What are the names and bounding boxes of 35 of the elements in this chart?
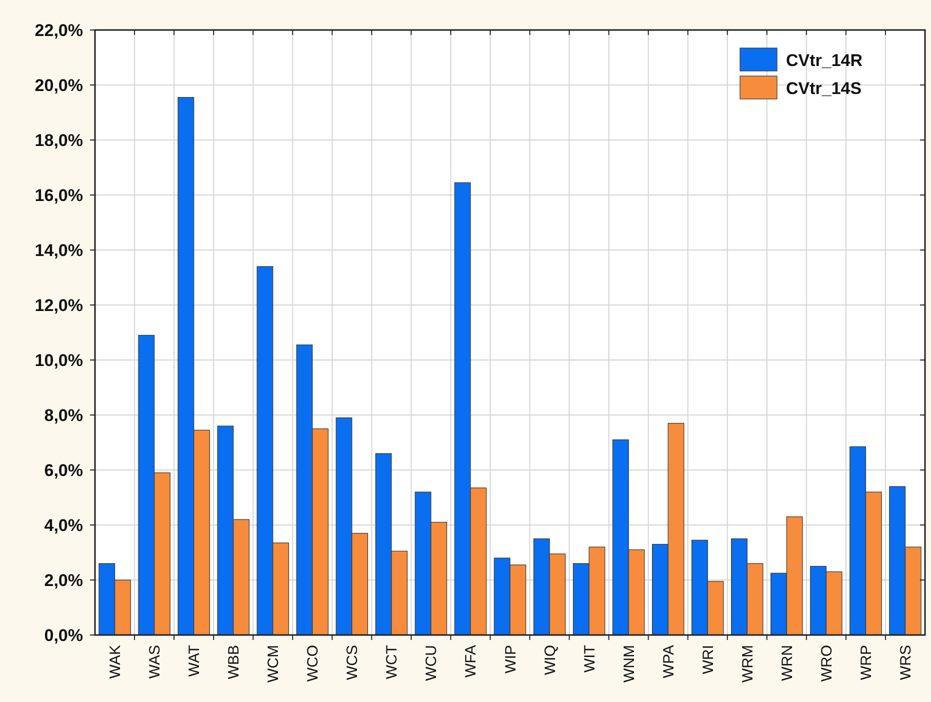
x-tick-label: WRN [778, 645, 796, 681]
x-tick-label: WBB [226, 645, 243, 680]
x-tick-label: WNM [620, 645, 638, 682]
y-tick-label: 18,0% [34, 130, 83, 150]
y-tick-label: 6,0% [44, 460, 83, 480]
y-tick-label: 10,0% [34, 350, 83, 370]
x-tick-label: WRP [858, 645, 875, 680]
x-tick-label: WIT [581, 645, 598, 672]
x-tick-label: WIQ [542, 645, 559, 675]
x-tick-label: WCU [423, 645, 440, 681]
y-tick-label: 8,0% [44, 406, 83, 425]
x-tick-label: WCT [384, 645, 401, 680]
x-tick-label: WRO [818, 645, 836, 682]
y-tick-label: 2,0% [44, 570, 83, 590]
x-tick-label: WCO [304, 645, 322, 682]
x-tick-label: WAK [107, 645, 124, 679]
x-tick-label: WPA [660, 645, 678, 678]
x-tick-label: WCM [265, 645, 282, 682]
x-tick-label: WFA [462, 645, 480, 678]
x-tick-label: WCS [344, 645, 362, 680]
legend-label: CVtr_14S [786, 78, 862, 98]
x-tick-label: WRI [700, 645, 717, 674]
y-tick-label: 16,0% [34, 186, 83, 205]
x-tick-label: WRS [897, 645, 914, 680]
x-tick-label: WRM [739, 645, 756, 682]
legend-label: CVtr_14R [786, 50, 863, 70]
x-tick-label: WIP [502, 645, 520, 674]
x-tick-label: WAT [186, 645, 204, 677]
y-tick-label: 22,0% [34, 20, 83, 40]
y-tick-label: 12,0% [34, 296, 83, 315]
y-tick-label: 20,0% [34, 76, 83, 95]
y-tick-label: 14,0% [34, 240, 83, 260]
y-tick-label: 0,0% [44, 626, 83, 645]
x-tick-label: WAS [146, 645, 164, 679]
y-tick-label: 4,0% [44, 516, 83, 535]
